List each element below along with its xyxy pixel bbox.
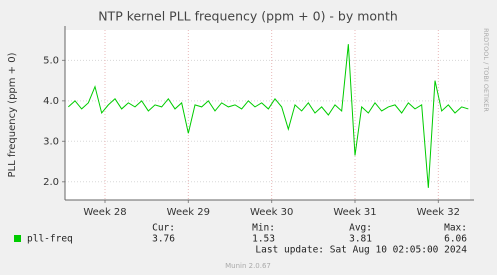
watermark: RRDTOOL / TOBI OETIKER [482, 28, 490, 112]
y-tick-label: 3.0 [43, 136, 59, 147]
legend-swatch [14, 235, 21, 242]
footer: Munin 2.0.67 [225, 262, 271, 270]
stat-label: Max: [444, 223, 467, 234]
stat-label: Cur: [152, 223, 175, 234]
x-tick-label: Week 32 [417, 207, 460, 218]
x-tick-label: Week 30 [250, 207, 293, 218]
legend-label: pll-freq [27, 234, 73, 245]
stat-value: 6.06 [444, 234, 467, 245]
stat-value: 1.53 [252, 234, 275, 245]
stat-label: Avg: [349, 223, 372, 234]
plot-area [65, 30, 470, 200]
stat-value: 3.76 [152, 234, 175, 245]
chart-title: NTP kernel PLL frequency (ppm + 0) - by … [98, 9, 398, 24]
x-tick-label: Week 29 [167, 207, 210, 218]
x-tick-label: Week 28 [83, 207, 126, 218]
y-tick-label: 5.0 [43, 55, 59, 66]
y-axis-label: PLL frequency (ppm + 0) [7, 52, 18, 177]
data-line [67, 44, 469, 188]
last-update: Last update: Sat Aug 10 02:05:00 2024 [255, 245, 467, 256]
stat-label: Min: [252, 223, 275, 234]
y-tick-label: 2.0 [43, 177, 59, 188]
y-tick-label: 4.0 [43, 96, 59, 107]
stat-value: 3.81 [349, 234, 372, 245]
x-tick-label: Week 31 [333, 207, 376, 218]
